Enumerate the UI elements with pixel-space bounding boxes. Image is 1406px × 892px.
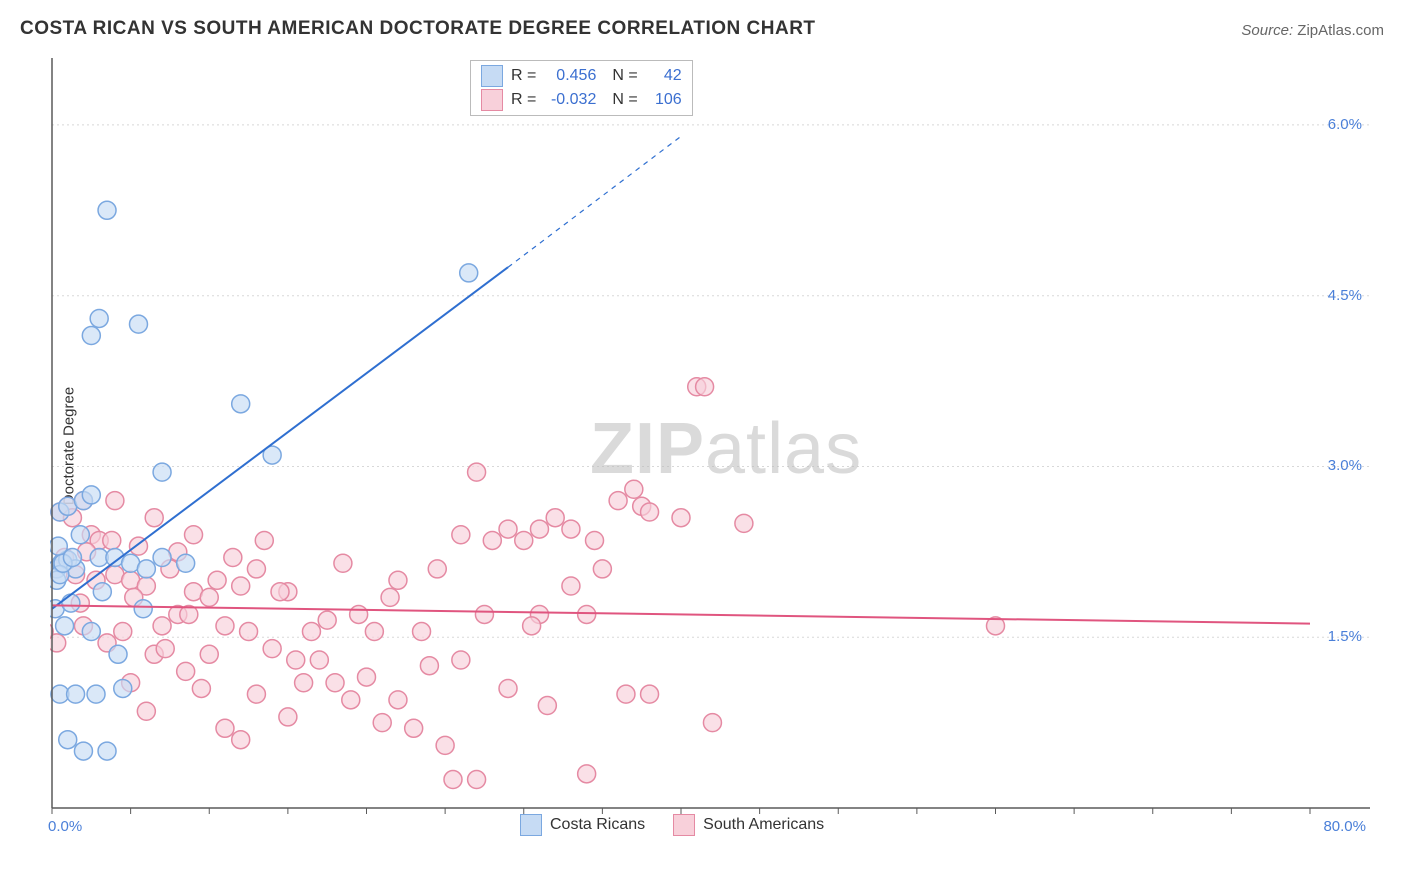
plot-area: ZIPatlas R =0.456N =42R =-0.032N =106 1.… [50,58,1370,838]
series-swatch [481,89,503,111]
stat-n-label: N = [612,67,637,85]
stats-row: R = -0.032 N = 106 [481,89,682,111]
legend-item: South Americans [673,814,824,836]
legend-swatch [673,814,695,836]
legend-label: Costa Ricans [550,816,645,834]
stat-r-value: 0.456 [544,67,596,85]
legend-item: Costa Ricans [520,814,645,836]
source-label: Source: [1241,22,1297,39]
stat-r-label: R = [511,91,536,109]
y-tick-label: 6.0% [1328,116,1362,133]
legend-swatch [520,814,542,836]
y-tick-label: 1.5% [1328,628,1362,645]
y-tick-label: 3.0% [1328,457,1362,474]
scatter-chart [50,58,1370,838]
correlation-stats-box: R = 0.456 N = 42 R = -0.032 N = 106 [470,60,693,116]
source-value: ZipAtlas.com [1297,22,1384,39]
series-swatch [481,65,503,87]
x-tick-label: 80.0% [1323,818,1366,835]
stat-r-value: -0.032 [544,91,596,109]
stat-n-value: 106 [646,91,682,109]
source-attribution: Source: ZipAtlas.com [1241,22,1384,39]
stat-n-value: 42 [646,67,682,85]
series-legend: Costa Ricans South Americans [520,814,824,836]
x-tick-label: 0.0% [48,818,82,835]
chart-title: COSTA RICAN VS SOUTH AMERICAN DOCTORATE … [20,18,816,40]
y-tick-label: 4.5% [1328,287,1362,304]
legend-label: South Americans [703,816,824,834]
stat-n-label: N = [612,91,637,109]
stats-row: R = 0.456 N = 42 [481,65,682,87]
stat-r-label: R = [511,67,536,85]
